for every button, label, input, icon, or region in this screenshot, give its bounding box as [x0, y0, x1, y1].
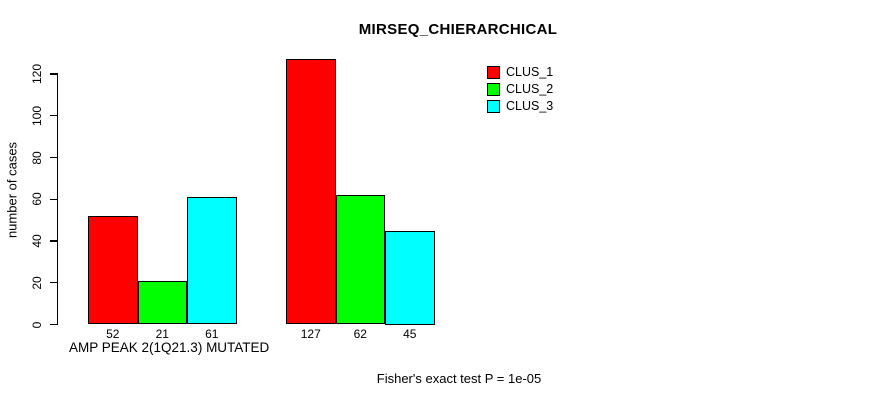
legend-label: CLUS_3 [506, 99, 554, 113]
y-tick-label: 40 [30, 234, 44, 248]
y-tick-label: 60 [30, 192, 44, 206]
y-axis-label: number of cases [4, 141, 20, 239]
legend-swatch-icon [487, 100, 500, 113]
bar-clus_3 [385, 230, 435, 325]
y-tick-label: 20 [30, 276, 44, 290]
bar-count-label: 127 [300, 327, 321, 341]
legend-item: CLUS_2 [487, 81, 553, 98]
bar-count-label: 62 [353, 327, 367, 341]
legend-swatch-icon [487, 83, 500, 96]
x-axis-label: AMP PEAK 2(1Q21.3) MUTATED [69, 340, 270, 355]
y-tick-label: 80 [30, 150, 44, 165]
y-tick-mark [50, 198, 58, 200]
legend-item: CLUS_1 [487, 64, 553, 81]
bar-clus_1 [88, 215, 138, 325]
chart-title: MIRSEQ_CHIERARCHICAL [358, 21, 558, 38]
bar-clus_2 [335, 195, 385, 325]
bar-count-label: 45 [403, 327, 417, 341]
y-tick-mark [50, 73, 58, 75]
y-tick-label: 100 [30, 105, 44, 126]
legend: CLUS_1 CLUS_2 CLUS_3 [487, 64, 553, 115]
bar-clus_3 [187, 197, 237, 325]
bar-count-label: 52 [106, 327, 120, 341]
y-tick-mark [50, 323, 58, 326]
footnote-pvalue: Fisher's exact test P = 1e-05 [376, 371, 542, 386]
legend-swatch-icon [487, 66, 500, 79]
bar-clus_2 [137, 280, 187, 325]
legend-label: CLUS_2 [506, 82, 554, 96]
y-tick-label: 0 [30, 321, 44, 328]
y-tick-mark [50, 156, 58, 159]
legend-item: CLUS_3 [487, 98, 553, 115]
y-tick-mark [50, 240, 58, 242]
y-tick-label: 120 [30, 63, 44, 85]
y-tick-mark [50, 282, 58, 284]
legend-label: CLUS_1 [506, 65, 554, 79]
y-tick-mark [50, 115, 58, 117]
bar-clus_1 [286, 59, 336, 325]
bar-count-label: 21 [155, 327, 169, 341]
bar-count-label: 61 [205, 327, 219, 341]
